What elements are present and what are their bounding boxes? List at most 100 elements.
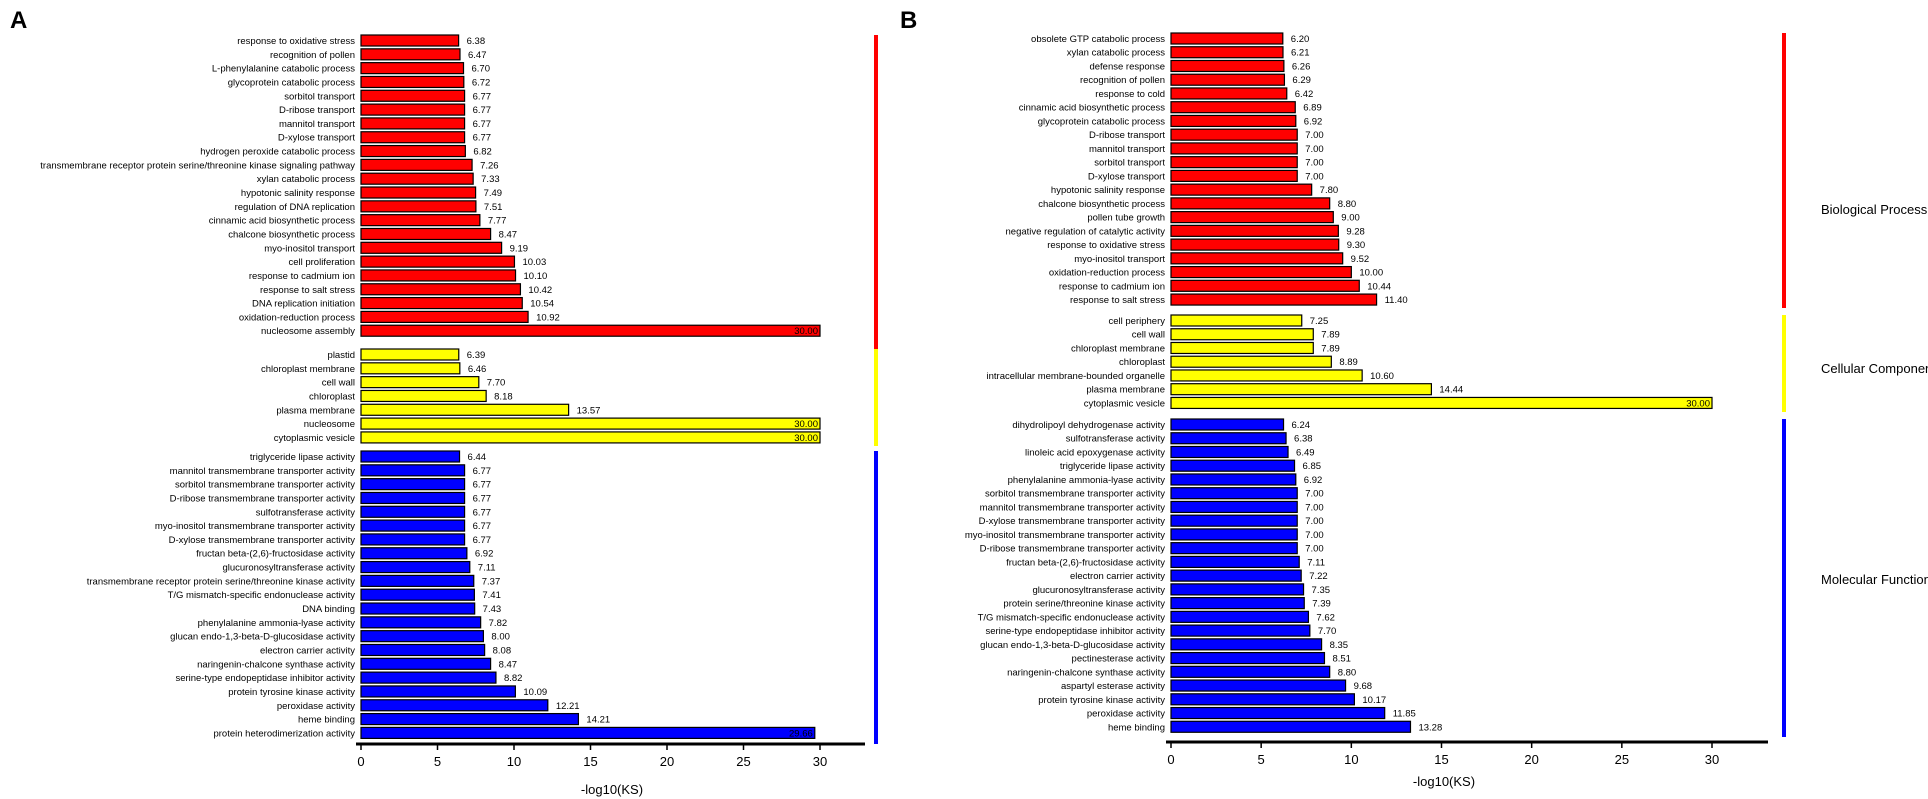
panel-a-category-label: oxidation-reduction process [239,312,355,323]
panel-b-value-label: 7.00 [1305,502,1324,513]
panel-b-category-label: T/G mismatch-specific endonuclease activ… [978,612,1166,623]
panel-b-value-label: 7.00 [1305,544,1324,555]
panel-a-value-label: 6.77 [473,480,492,491]
panel-a-category-label: recognition of pollen [270,50,355,61]
panel-a-x-axis-title: -log10(KS) [581,782,643,797]
panel-b-category-label: glucan endo-1,3-beta-D-glucosidase activ… [980,640,1165,651]
panel-a-bar [360,255,516,268]
panel-a-bar [360,62,465,75]
panel-b-value-label: 10.17 [1362,695,1386,706]
panel-a-bar [360,431,821,444]
panel-a-category-label: plasma membrane [276,405,355,416]
panel-b-bar [1170,583,1305,596]
panel-b-x-tick-label: 5 [1258,752,1265,767]
panel-b-bar [1170,59,1285,73]
panel-b-bar [1170,169,1298,182]
panel-a-value-label: 7.41 [482,590,501,601]
panel-a-category-label: cytoplasmic vesicle [274,433,355,444]
panel-b-value-label: 7.89 [1321,330,1340,341]
panel-b-bar [1170,542,1298,555]
panel-b-bar [1170,487,1298,500]
panel-a-category-label: protein tyrosine kinase activity [228,687,355,698]
panel-b-category-label: dihydrolipoyl dehydrogenase activity [1012,420,1165,431]
panel-a-category-label: D-xylose transmembrane transporter activ… [169,535,356,546]
panel-b-bar [1170,328,1314,341]
panel-b-value-label: 6.89 [1303,103,1322,114]
panel-b-bar [1170,514,1298,527]
panel-b-category-label: response to cold [1095,89,1165,100]
panel-a-category-label: fructan beta-(2,6)-fructosidase activity [196,549,355,560]
panel-b-value-label: 9.28 [1346,226,1365,237]
panel-a-category-label: L-phenylalanine catabolic process [212,64,355,75]
panel-b-bar [1170,418,1285,431]
panel-a-value-label: 6.47 [468,50,487,61]
panel-a-category-label: glucuronosyltransferase activity [222,563,355,574]
panel-b-value-label: 7.62 [1316,612,1335,623]
panel-b-bar [1170,665,1331,678]
panel-a-bar [360,75,465,89]
panel-b-category-label: myo-inositol transport [1074,254,1165,265]
panel-a-value-label: 7.37 [482,576,501,587]
panel-b-value-label: 8.89 [1339,357,1358,368]
panel-a-category-label: serine-type endopeptidase inhibitor acti… [175,673,355,684]
panel-b-value-label: 6.24 [1292,420,1311,431]
panel-a-x-tick-label: 25 [736,754,750,769]
panel-b-bar [1170,555,1300,569]
panel-a-value-label: 8.47 [499,229,518,240]
panel-b-category-label: pollen tube growth [1087,213,1165,224]
panel-b-category-label: heme binding [1108,722,1165,733]
panel-b-value-label: 6.21 [1291,48,1310,59]
panel-a-bar [360,214,481,227]
panel-a-value-label: 6.38 [467,36,486,47]
panel-a-bar [360,172,474,185]
side-label-cellular-component: Cellular Component [1821,361,1928,376]
panel-b-category-label: response to cadmium ion [1059,281,1165,292]
panel-b-bar [1170,383,1433,396]
panel-a-bar [360,671,497,684]
panel-b-bar [1170,293,1378,306]
panel-a-value-label: 8.82 [504,673,523,684]
panel-a-bar [360,602,476,615]
panel-b-value-label: 10.00 [1359,268,1383,279]
panel-b-bar [1170,528,1298,541]
panel-a-value-label: 6.77 [473,521,492,532]
panel-a-value-label: 7.26 [480,160,499,171]
panel-a-value-label: 9.19 [510,243,529,254]
panel-a-value-label: 6.70 [472,64,491,75]
panel-a-category-label: cell wall [322,378,355,389]
side-label-molecular-function: Molecular Function [1821,572,1928,587]
panel-a-category-label: glucan endo-1,3-beta-D-glucosidase activ… [170,632,355,643]
panel-a-bar [360,519,466,532]
panel-b-value-label: 7.25 [1310,316,1329,327]
panel-a-value-label: 7.33 [481,174,500,185]
panel-b-category-label: triglyceride lipase activity [1060,461,1165,472]
panel-b-category-label: chloroplast [1119,357,1165,368]
panel-b-bar [1170,128,1298,141]
panel-a-bar [360,450,461,463]
panel-b-value-label: 8.80 [1338,199,1357,210]
panel-a-value-label: 7.11 [478,563,496,574]
panel-b-value-label: 6.49 [1296,447,1315,458]
panel-a-value-label: 7.82 [489,618,508,629]
panel-a-value-label: 6.77 [473,493,492,504]
panel-a-bar [360,200,477,213]
panel-b-bar [1170,597,1305,610]
panel-a-bar [360,227,492,241]
panel-a-bar [360,34,460,47]
panel-b-bar [1170,101,1296,114]
panel-a-category-label: D-xylose transport [278,133,355,144]
panel-b-bar [1170,341,1314,355]
panel-a-category-label: D-ribose transmembrane transporter activ… [170,493,356,504]
panel-a-bar [360,362,461,375]
panel-a-category-label: hydrogen peroxide catabolic process [200,147,355,158]
panel-a-bar [360,574,475,587]
panel-a-value-label: 6.82 [473,147,492,158]
panel-a-category-label: protein heterodimerization activity [213,728,355,739]
panel-a-bar [360,712,580,726]
panel-a-value-label: 6.92 [475,549,494,560]
panel-b-bar [1170,720,1412,733]
panel-b-x-tick-label: 0 [1167,752,1174,767]
panel-b-value-label: 13.28 [1418,722,1442,733]
panel-a-value-label: 7.43 [483,604,502,615]
panel-a-value-label: 6.77 [473,91,492,102]
